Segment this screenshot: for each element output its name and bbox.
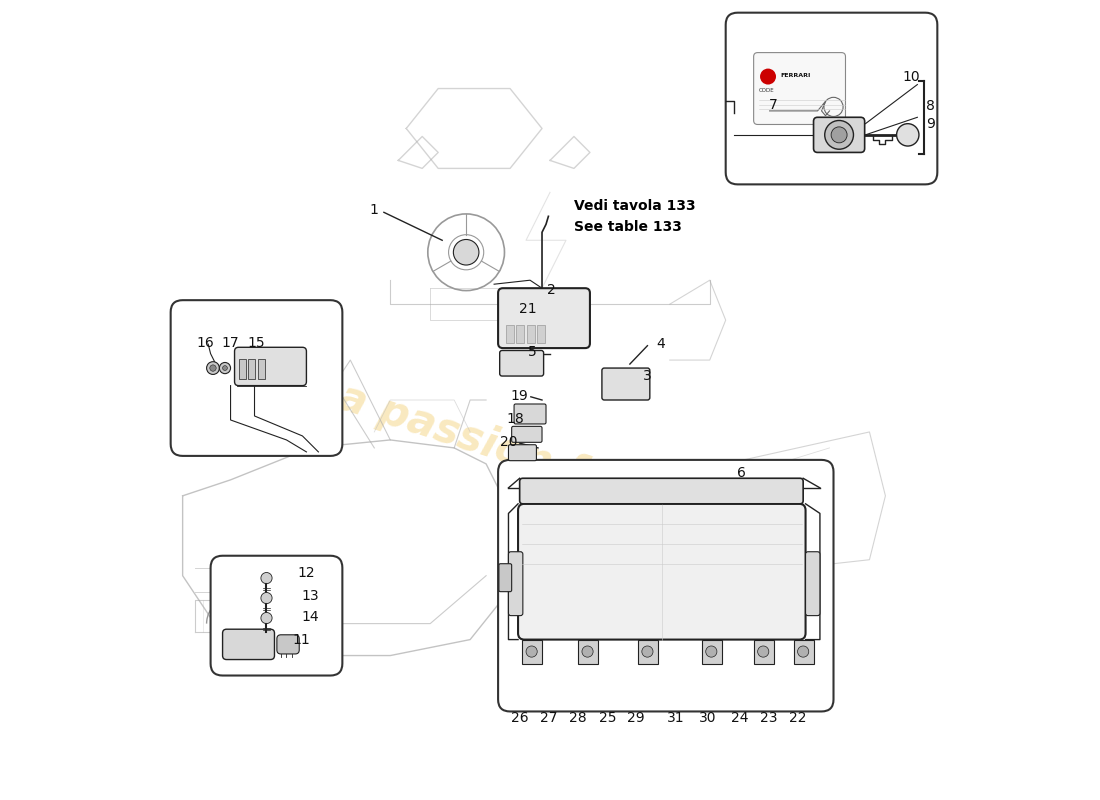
Text: 11: 11 [292,633,310,646]
Text: 6: 6 [737,466,746,481]
FancyBboxPatch shape [508,445,537,461]
FancyBboxPatch shape [519,478,803,504]
Circle shape [261,573,272,584]
Text: 25: 25 [598,711,616,725]
Circle shape [526,646,537,657]
Circle shape [453,239,478,265]
Text: 27: 27 [540,711,558,725]
Bar [537,325,546,342]
Bar [522,639,542,663]
FancyBboxPatch shape [234,347,307,386]
Circle shape [582,646,593,657]
Text: 9: 9 [926,118,935,131]
FancyBboxPatch shape [498,460,834,711]
FancyBboxPatch shape [170,300,342,456]
Text: CODE: CODE [759,89,774,94]
Text: Vedi tavola 133
See table 133: Vedi tavola 133 See table 133 [574,199,695,234]
Circle shape [798,646,808,657]
Bar [517,325,525,342]
FancyBboxPatch shape [512,426,542,442]
Circle shape [760,69,775,85]
Bar [578,639,598,663]
Text: FERRARI: FERRARI [780,74,811,78]
Text: 13: 13 [301,589,319,602]
Circle shape [261,613,272,624]
Bar [527,325,535,342]
FancyBboxPatch shape [508,552,522,616]
FancyBboxPatch shape [514,404,546,424]
Text: 23: 23 [760,711,778,725]
Text: 10: 10 [902,70,920,83]
FancyBboxPatch shape [498,288,590,348]
FancyBboxPatch shape [277,634,299,654]
Text: 29: 29 [627,711,645,725]
Text: 1: 1 [370,203,378,217]
Text: 22: 22 [789,711,806,725]
FancyBboxPatch shape [602,368,650,400]
Text: 8: 8 [926,99,935,113]
Bar [702,639,722,663]
FancyBboxPatch shape [518,504,805,639]
Text: 21: 21 [519,302,537,316]
Text: 5: 5 [528,345,537,359]
Circle shape [207,362,219,374]
Text: 12: 12 [298,566,316,580]
Circle shape [758,646,769,657]
Bar [249,359,255,379]
FancyBboxPatch shape [210,556,342,675]
Text: 16: 16 [196,335,213,350]
FancyBboxPatch shape [805,552,820,616]
Circle shape [261,593,272,604]
Text: 17: 17 [222,335,240,350]
FancyBboxPatch shape [726,13,937,184]
FancyBboxPatch shape [222,630,275,659]
Text: 2: 2 [547,282,556,297]
Text: 19: 19 [510,389,528,403]
Text: 31: 31 [668,711,685,725]
Text: 24: 24 [732,711,749,725]
FancyBboxPatch shape [754,53,846,125]
Text: 26: 26 [510,711,528,725]
Text: 30: 30 [700,711,717,725]
Circle shape [832,127,847,143]
Text: 15: 15 [248,335,265,350]
FancyBboxPatch shape [499,350,543,376]
Circle shape [706,646,717,657]
Circle shape [222,366,228,370]
Bar [754,639,773,663]
Circle shape [896,124,918,146]
Text: 20: 20 [499,434,517,449]
Text: 3: 3 [644,369,652,383]
Text: 7: 7 [769,98,778,111]
Bar [257,359,265,379]
Bar [239,359,245,379]
Circle shape [641,646,653,657]
Bar [506,325,514,342]
FancyBboxPatch shape [814,118,865,153]
FancyBboxPatch shape [499,564,512,592]
Text: 14: 14 [301,610,319,624]
Bar [638,639,658,663]
Circle shape [210,365,217,371]
Text: FERRARI: FERRARI [214,580,235,585]
Circle shape [219,362,231,374]
Bar [793,639,814,663]
Text: 28: 28 [569,711,586,725]
Text: 4: 4 [656,337,664,351]
Circle shape [825,121,854,150]
Text: a passion for parts: a passion for parts [333,376,767,552]
Text: 18: 18 [506,412,524,426]
